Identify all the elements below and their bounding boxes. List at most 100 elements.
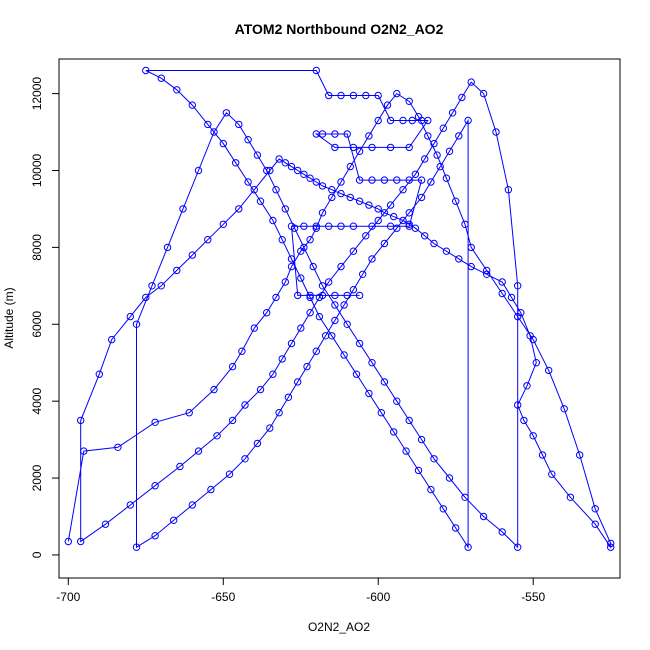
y-tick-label: 10000 <box>30 153 44 187</box>
data-point <box>424 116 432 125</box>
x-axis-label: O2N2_AO2 <box>308 620 370 634</box>
data-point <box>374 216 382 225</box>
data-point <box>421 155 429 163</box>
data-point <box>306 293 314 302</box>
data-point <box>294 291 302 300</box>
data-point <box>405 222 413 230</box>
x-tick-label: -650 <box>211 590 235 604</box>
y-tick-label: 8000 <box>30 234 44 261</box>
x-tick-label: -600 <box>366 590 390 604</box>
data-point <box>312 224 320 232</box>
data-point <box>393 89 401 98</box>
data-point <box>523 382 531 390</box>
data-point <box>380 209 389 217</box>
data-point <box>442 247 451 255</box>
data-point <box>417 193 426 202</box>
data-point <box>380 378 389 386</box>
data-point <box>331 316 339 325</box>
data-point <box>157 74 166 82</box>
data-point <box>318 182 327 190</box>
data-point <box>340 301 348 309</box>
data-point <box>318 291 327 300</box>
data-point <box>607 543 615 551</box>
data-point <box>405 143 413 152</box>
data-point <box>287 222 296 230</box>
data-point <box>374 116 382 125</box>
data-point <box>306 309 314 317</box>
data-point <box>374 205 382 213</box>
data-point <box>374 91 382 100</box>
data-point <box>421 232 429 240</box>
data-point <box>362 232 370 240</box>
data-point <box>390 212 398 221</box>
data-point <box>303 362 311 371</box>
data-point <box>349 286 358 294</box>
data-point <box>228 362 237 371</box>
data-point <box>458 93 466 102</box>
data-point <box>297 274 305 282</box>
data-point <box>281 205 289 213</box>
data-point <box>377 409 385 417</box>
data-point <box>253 439 262 448</box>
data-point <box>346 193 354 202</box>
data-point <box>417 435 426 444</box>
data-point <box>349 222 358 230</box>
data-point <box>235 205 243 213</box>
data-point <box>213 432 221 440</box>
data-point <box>272 293 280 302</box>
data-point <box>207 485 215 494</box>
data-point <box>194 166 203 175</box>
data-point <box>309 262 317 271</box>
data-point <box>343 320 351 328</box>
data-point <box>526 332 534 340</box>
data-point <box>455 132 463 140</box>
data-point <box>517 309 525 317</box>
data-point <box>405 97 413 106</box>
data-point <box>452 524 460 532</box>
x-axis: -700 -650 -600 -550 <box>56 577 546 604</box>
data-point <box>300 170 308 179</box>
data-point <box>272 186 280 194</box>
data-point <box>349 91 358 100</box>
data-point <box>352 370 361 378</box>
y-tick-label: 6000 <box>30 311 44 338</box>
data-point <box>405 176 413 184</box>
data-point <box>225 470 234 478</box>
data-point <box>95 370 104 378</box>
data-point <box>529 432 537 440</box>
data-point <box>126 501 135 509</box>
data-point <box>349 247 358 255</box>
data-point <box>402 447 410 455</box>
data-point <box>405 220 413 229</box>
data-point <box>393 176 401 184</box>
data-point <box>430 455 438 463</box>
data-point <box>281 159 289 167</box>
data-point <box>514 401 522 409</box>
data-point <box>80 447 88 455</box>
data-point <box>343 130 351 138</box>
data-point <box>312 66 320 75</box>
data-point <box>355 176 364 184</box>
data-point <box>399 186 407 194</box>
data-point <box>266 166 274 175</box>
data-point <box>355 147 364 156</box>
data-point <box>467 262 475 271</box>
data-point <box>256 197 265 205</box>
data-point <box>346 162 354 171</box>
data-point <box>194 447 203 455</box>
data-point <box>514 543 522 551</box>
data-point <box>383 101 392 109</box>
data-point <box>222 109 231 117</box>
data-point <box>331 130 339 138</box>
data-point <box>439 124 447 132</box>
data-point <box>325 278 333 286</box>
data-point <box>151 418 159 426</box>
data-point <box>343 291 351 300</box>
data-point <box>386 222 395 230</box>
data-point <box>151 532 159 540</box>
data-point <box>170 516 178 524</box>
data-point <box>359 270 367 278</box>
data-point <box>368 143 376 152</box>
data-point <box>464 543 472 551</box>
data-point <box>173 266 181 275</box>
